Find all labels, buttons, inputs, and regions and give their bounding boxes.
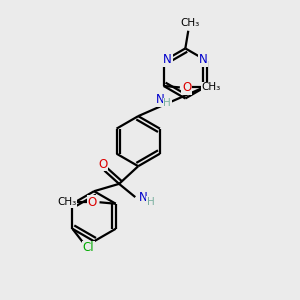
Text: O: O bbox=[88, 196, 97, 209]
Text: N: N bbox=[139, 190, 148, 204]
Text: Cl: Cl bbox=[83, 242, 94, 254]
Text: CH₃: CH₃ bbox=[201, 82, 220, 92]
Text: N: N bbox=[199, 53, 208, 66]
Text: N: N bbox=[156, 93, 165, 106]
Text: CH₃: CH₃ bbox=[180, 18, 200, 28]
Text: O: O bbox=[182, 81, 191, 94]
Text: H: H bbox=[164, 98, 171, 108]
Text: O: O bbox=[98, 158, 107, 171]
Text: CH₃: CH₃ bbox=[58, 197, 77, 207]
Text: N: N bbox=[163, 53, 172, 66]
Text: H: H bbox=[147, 196, 154, 206]
